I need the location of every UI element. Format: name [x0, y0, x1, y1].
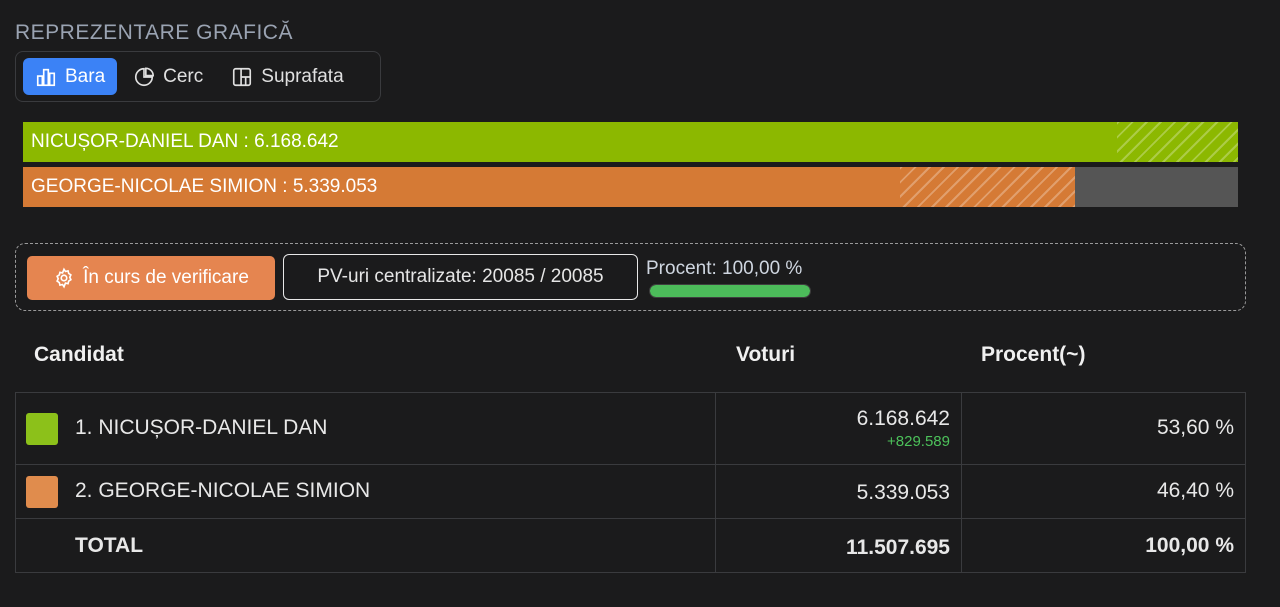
results-table	[15, 392, 1246, 573]
treemap-icon	[233, 67, 252, 86]
row-divider	[15, 464, 1246, 465]
bar-track: GEORGE-NICOLAE SIMION : 5.339.053	[23, 167, 1238, 207]
candidate-percent: 46,40 %	[1156, 479, 1234, 502]
chart-type-tabs: Bara Cerc Suprafata	[15, 51, 381, 102]
column-divider	[715, 392, 716, 573]
bar-label-simion: GEORGE-NICOLAE SIMION : 5.339.053	[31, 176, 378, 197]
bar-fill-dan	[23, 122, 1238, 162]
candidate-percent: 53,60 %	[1156, 416, 1234, 439]
percent-label: Procent: 100,00 %	[646, 258, 803, 279]
verify-label: În curs de verificare	[83, 267, 249, 288]
bar-hatch-dan	[1116, 122, 1238, 162]
tab-bara[interactable]: Bara	[23, 58, 118, 95]
section-title: REPREZENTARE GRAFICĂ	[15, 21, 293, 44]
total-votes: 11.507.695	[846, 536, 950, 559]
votes-delta: +829.589	[887, 433, 950, 450]
column-divider	[961, 392, 962, 573]
candidate-name: 1. NICUȘOR-DANIEL DAN	[75, 416, 328, 439]
header-candidate: Candidat	[34, 343, 124, 366]
tab-suprafata[interactable]: Suprafata	[219, 58, 355, 95]
candidate-color-swatch	[26, 413, 58, 445]
bar-chart-icon	[36, 68, 56, 86]
candidate-color-swatch	[26, 476, 58, 508]
bar-track: NICUȘOR-DANIEL DAN : 6.168.642	[23, 122, 1238, 162]
candidate-votes: 5.339.053	[856, 481, 950, 504]
bar-chart: NICUȘOR-DANIEL DAN : 6.168.642 GEORGE-NI…	[23, 122, 1238, 212]
pv-count-badge: PV-uri centralizate: 20085 / 20085	[283, 254, 638, 300]
tab-label: Suprafata	[261, 65, 344, 87]
bar-hatch-simion	[900, 167, 1075, 207]
status-panel: În curs de verificare PV-uri centralizat…	[15, 243, 1246, 311]
tab-label: Cerc	[163, 65, 204, 87]
verification-status-button[interactable]: În curs de verificare	[27, 256, 275, 300]
row-divider	[15, 518, 1246, 519]
pie-chart-icon	[135, 66, 155, 86]
bar-label-dan: NICUȘOR-DANIEL DAN : 6.168.642	[31, 131, 339, 152]
tab-label: Bara	[65, 65, 106, 87]
progress-bar	[649, 284, 811, 298]
candidate-name: 2. GEORGE-NICOLAE SIMION	[75, 479, 371, 502]
gear-icon	[56, 267, 73, 289]
progress-fill	[650, 285, 810, 297]
bar-fill-simion	[23, 167, 1075, 207]
tab-cerc[interactable]: Cerc	[121, 58, 215, 95]
header-percent: Procent(~)	[981, 343, 1086, 366]
total-percent: 100,00 %	[1145, 534, 1234, 557]
candidate-votes: 6.168.642	[856, 407, 950, 430]
header-votes: Voturi	[736, 343, 796, 366]
total-label: TOTAL	[75, 534, 144, 557]
